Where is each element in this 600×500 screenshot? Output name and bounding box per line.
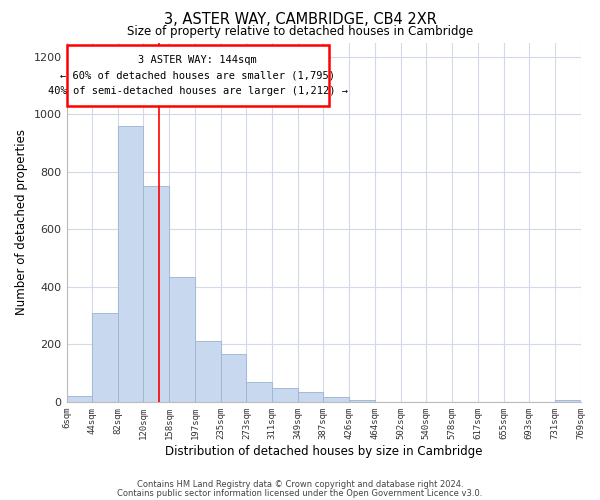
Bar: [349, 400, 375, 402]
Bar: [67, 396, 92, 402]
Text: Contains HM Land Registry data © Crown copyright and database right 2024.: Contains HM Land Registry data © Crown c…: [137, 480, 463, 489]
Y-axis label: Number of detached properties: Number of detached properties: [15, 129, 28, 315]
Text: 3, ASTER WAY, CAMBRIDGE, CB4 2XR: 3, ASTER WAY, CAMBRIDGE, CB4 2XR: [164, 12, 436, 28]
X-axis label: Distribution of detached houses by size in Cambridge: Distribution of detached houses by size …: [165, 444, 482, 458]
Bar: [323, 396, 349, 402]
Bar: [272, 388, 298, 402]
Bar: [221, 354, 247, 402]
FancyBboxPatch shape: [67, 46, 329, 106]
Bar: [555, 400, 581, 402]
Text: 3 ASTER WAY: 144sqm
← 60% of detached houses are smaller (1,795)
40% of semi-det: 3 ASTER WAY: 144sqm ← 60% of detached ho…: [47, 55, 347, 96]
Text: Size of property relative to detached houses in Cambridge: Size of property relative to detached ho…: [127, 25, 473, 38]
Text: Contains public sector information licensed under the Open Government Licence v3: Contains public sector information licen…: [118, 488, 482, 498]
Bar: [298, 392, 323, 402]
Bar: [195, 342, 221, 402]
Bar: [92, 312, 118, 402]
Bar: [143, 186, 169, 402]
Bar: [118, 126, 143, 402]
Bar: [247, 382, 272, 402]
Bar: [169, 277, 195, 402]
